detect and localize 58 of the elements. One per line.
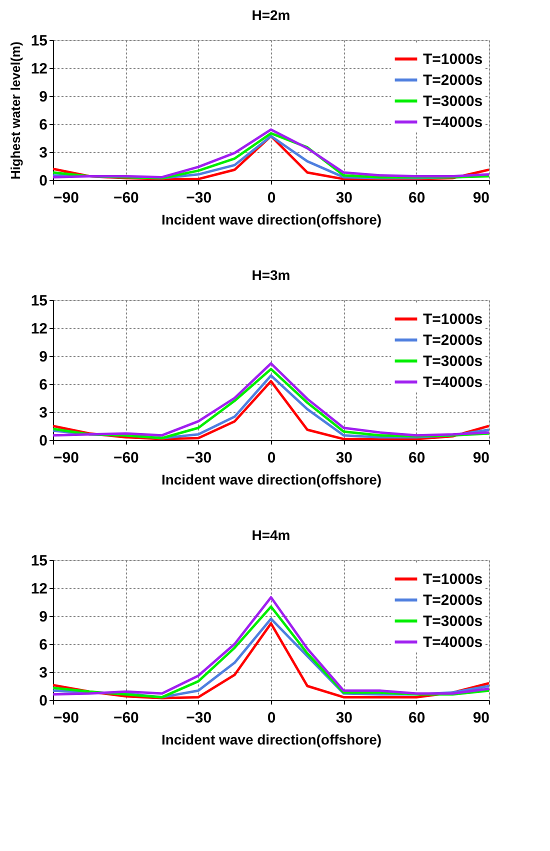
x-tick-label: 0 bbox=[267, 190, 276, 206]
legend-label: T=4000s bbox=[423, 634, 483, 651]
legend-label: T=3000s bbox=[423, 353, 483, 370]
x-tick-label: −60 bbox=[113, 450, 139, 466]
y-tick-label: 0 bbox=[39, 432, 48, 450]
x-tick-label: −60 bbox=[113, 190, 139, 206]
legend-label: T=2000s bbox=[423, 592, 483, 609]
x-tick-label: 0 bbox=[267, 450, 276, 466]
y-tick-label: 15 bbox=[30, 292, 48, 310]
y-tick-label: 0 bbox=[39, 692, 48, 710]
y-axis-title: Highest water level(m) bbox=[8, 42, 23, 180]
y-tick-label: 15 bbox=[30, 552, 48, 570]
x-tick-label: −90 bbox=[54, 450, 79, 466]
legend-label: T=3000s bbox=[423, 613, 483, 630]
x-tick-label: −90 bbox=[54, 190, 79, 206]
x-tick-label: −30 bbox=[186, 450, 212, 466]
y-tick-label: 6 bbox=[39, 116, 48, 134]
x-tick-label: 0 bbox=[267, 710, 276, 726]
x-tick-label: −30 bbox=[186, 710, 212, 726]
x-tick-label: 90 bbox=[472, 190, 490, 206]
y-tick-label: 12 bbox=[30, 580, 48, 598]
x-tick-label: 60 bbox=[408, 190, 426, 206]
chart-title: H=3m bbox=[252, 267, 290, 283]
x-tick-label: −60 bbox=[113, 710, 139, 726]
x-tick-label: −30 bbox=[186, 190, 212, 206]
y-tick-label: 6 bbox=[39, 636, 48, 654]
x-tick-label: 90 bbox=[472, 450, 490, 466]
chart-title: H=2m bbox=[252, 7, 290, 23]
x-tick-label: −90 bbox=[54, 710, 79, 726]
y-tick-label: 12 bbox=[30, 60, 48, 78]
x-axis-title: Incident wave direction(offshore) bbox=[161, 212, 382, 228]
legend-label: T=4000s bbox=[423, 114, 483, 131]
y-tick-label: 3 bbox=[39, 144, 48, 162]
x-axis-title: Incident wave direction(offshore) bbox=[161, 472, 382, 488]
y-tick-label: 9 bbox=[39, 348, 48, 366]
y-tick-label: 0 bbox=[39, 172, 48, 190]
y-tick-label: 3 bbox=[39, 404, 48, 422]
legend-label: T=4000s bbox=[423, 374, 483, 391]
y-tick-label: 12 bbox=[30, 320, 48, 338]
legend-label: T=1000s bbox=[423, 51, 483, 68]
legend-label: T=1000s bbox=[423, 571, 483, 588]
x-tick-label: 30 bbox=[336, 710, 353, 726]
y-tick-label: 15 bbox=[30, 32, 48, 50]
x-tick-label: 60 bbox=[408, 710, 426, 726]
y-tick-label: 6 bbox=[39, 376, 48, 394]
legend-label: T=2000s bbox=[423, 72, 483, 89]
x-tick-label: 30 bbox=[336, 450, 353, 466]
legend-label: T=1000s bbox=[423, 311, 483, 328]
x-tick-label: 60 bbox=[408, 450, 426, 466]
legend-label: T=2000s bbox=[423, 332, 483, 349]
y-tick-label: 3 bbox=[39, 664, 48, 682]
legend-label: T=3000s bbox=[423, 93, 483, 110]
x-tick-label: 90 bbox=[472, 710, 490, 726]
chart-title: H=4m bbox=[252, 527, 290, 543]
y-tick-label: 9 bbox=[39, 88, 48, 106]
x-tick-label: 30 bbox=[336, 190, 353, 206]
y-tick-label: 9 bbox=[39, 608, 48, 626]
x-axis-title: Incident wave direction(offshore) bbox=[161, 732, 382, 748]
